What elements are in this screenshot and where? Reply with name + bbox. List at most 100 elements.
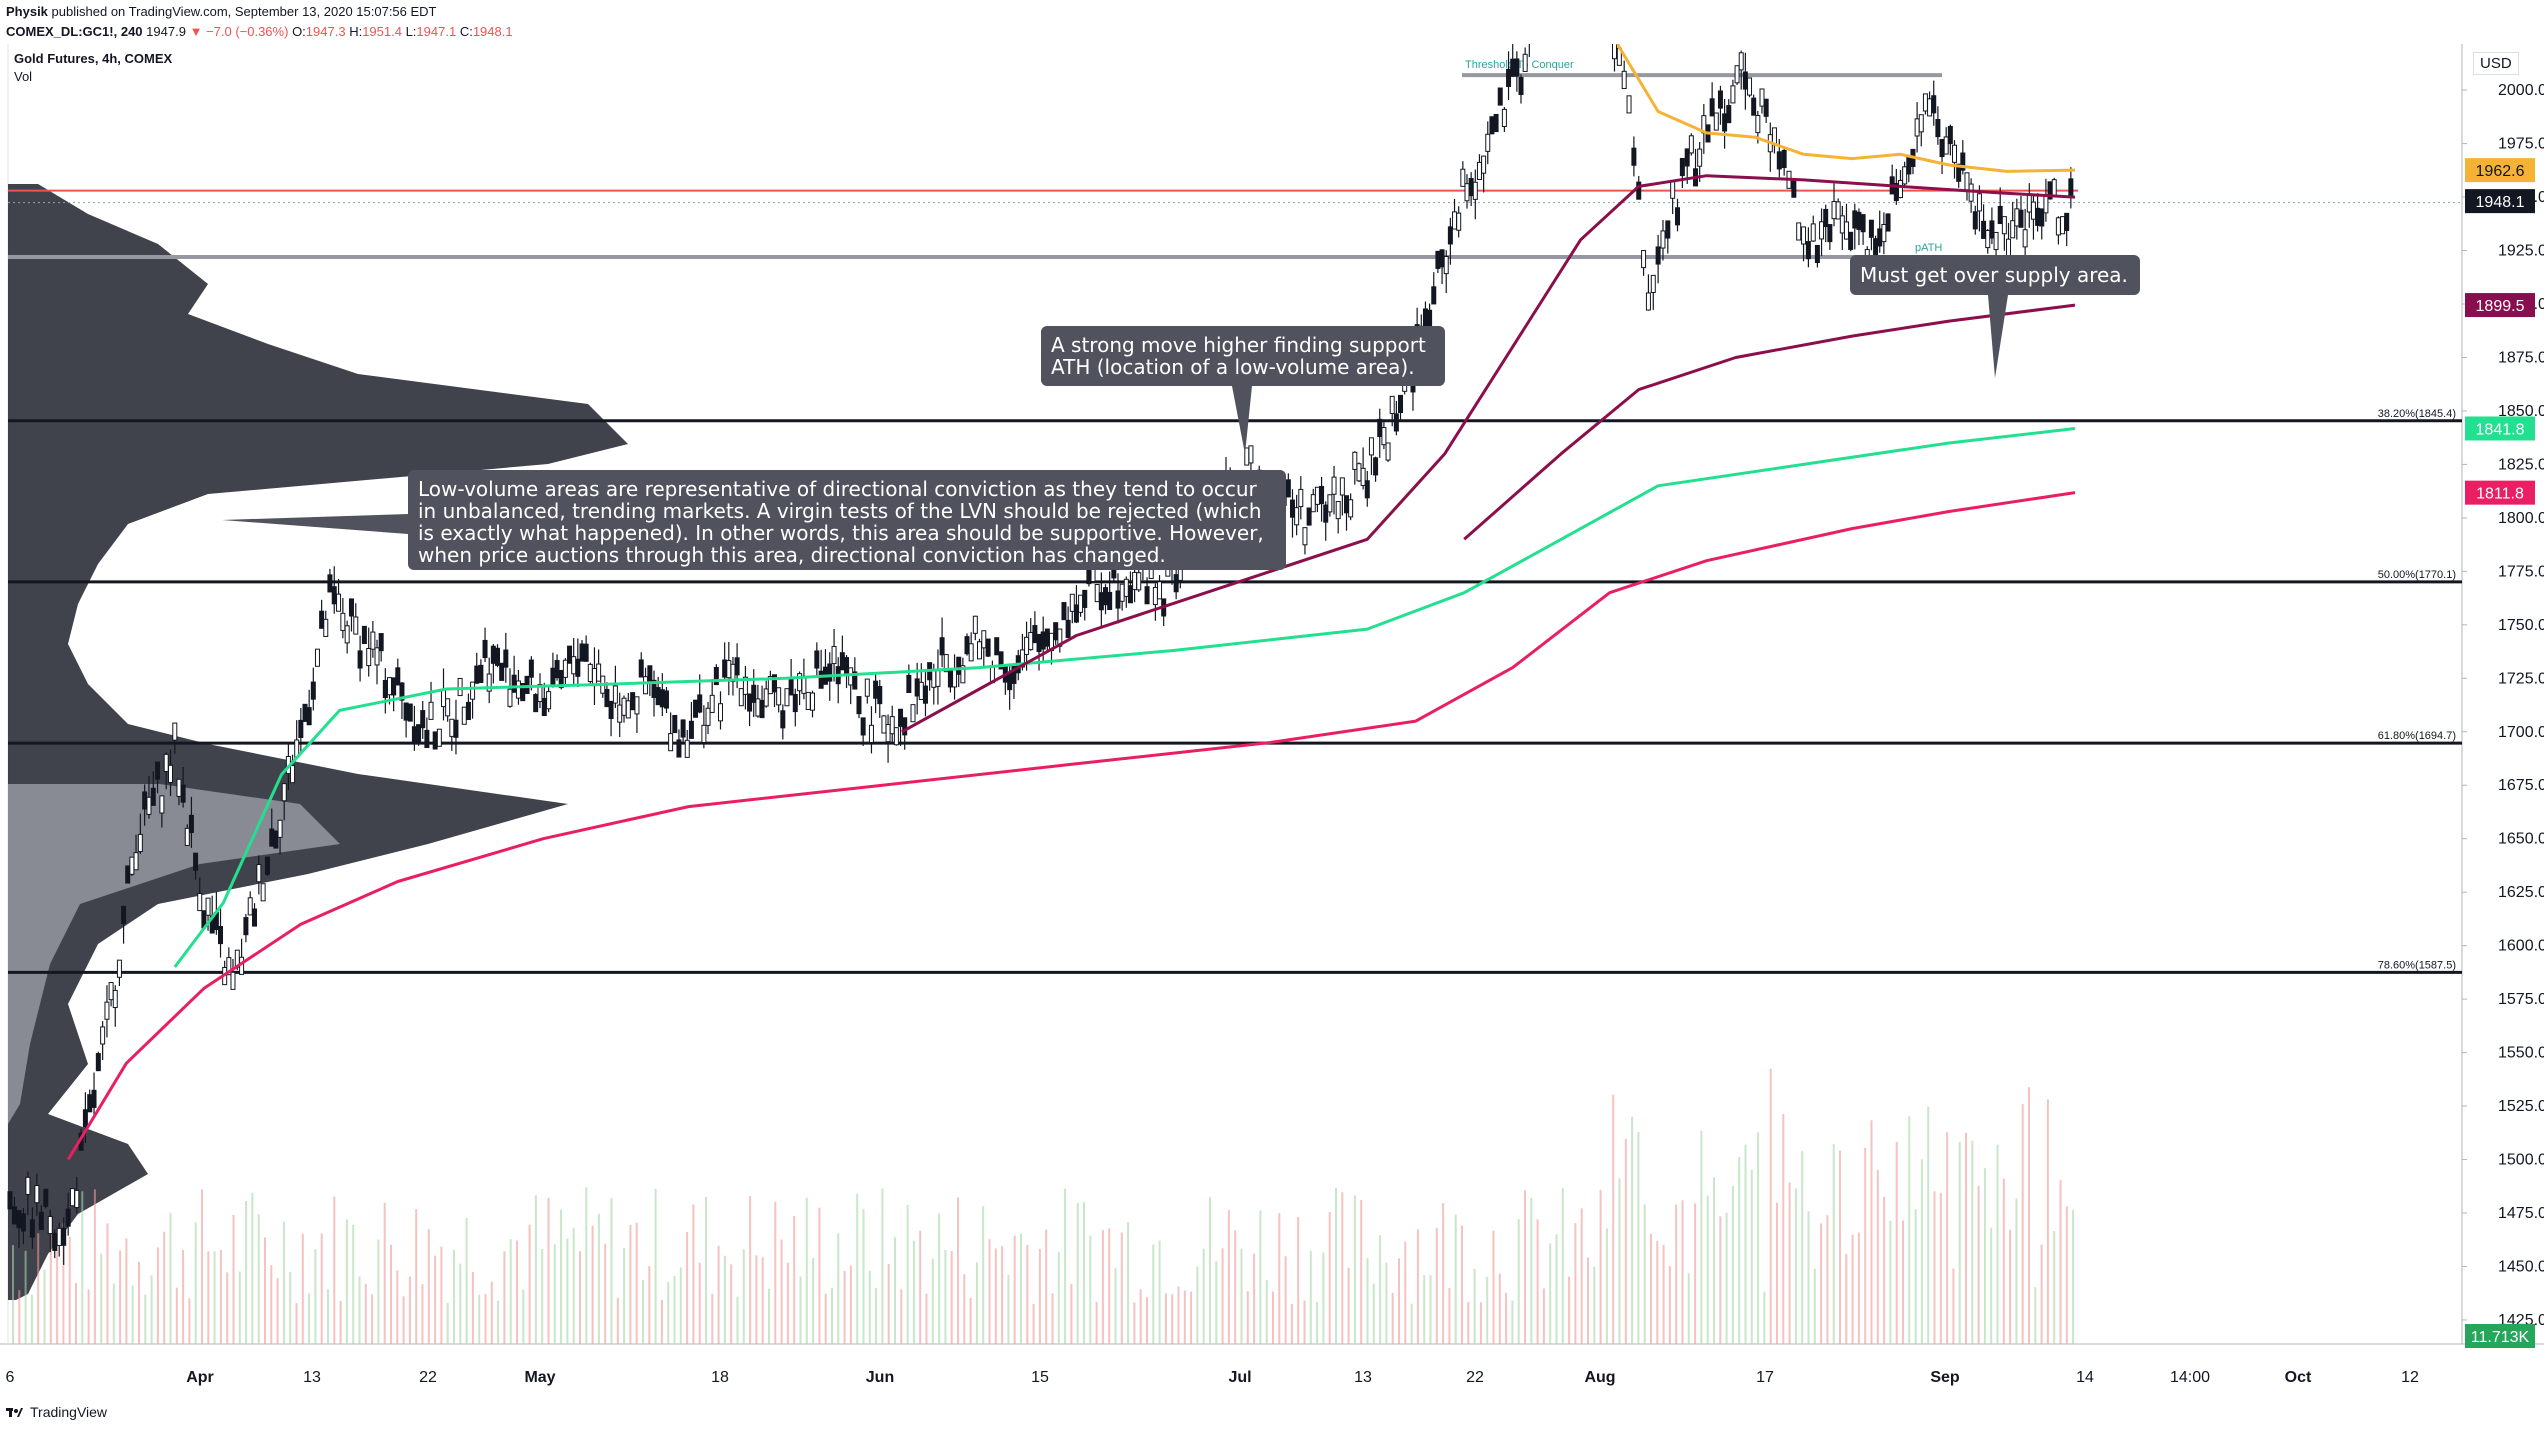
volume-bar (150, 1275, 153, 1344)
x-tick-label: Aug (1584, 1369, 1615, 1386)
candle-body (1747, 77, 1753, 96)
volume-bar (648, 1266, 651, 1344)
volume-bar (434, 1255, 437, 1344)
volume-bar (1977, 1185, 1980, 1344)
volume-bar (1656, 1240, 1659, 1344)
candle-body (1697, 148, 1703, 167)
currency-label[interactable]: USD (2473, 52, 2519, 75)
volume-bar (1605, 1228, 1608, 1344)
candle-body (440, 688, 446, 708)
volume-bar (314, 1249, 317, 1344)
volume-bar (541, 1248, 544, 1344)
candle-body (1684, 148, 1690, 167)
volume-bar (843, 1270, 846, 1344)
candle-body (805, 691, 811, 711)
candle-body (1897, 179, 1903, 199)
candle-body (630, 692, 636, 711)
volume-legend[interactable]: Vol (14, 69, 33, 84)
volume-bar (352, 1224, 355, 1344)
volume-bar (957, 1197, 959, 1344)
volume-bar (219, 1249, 222, 1344)
volume-bar (1095, 1301, 1098, 1344)
volume-bar (623, 1247, 626, 1344)
tradingview-logo[interactable]: TradingView (6, 1404, 107, 1420)
volume-bar (1820, 1223, 1823, 1344)
author-name[interactable]: Physik (6, 4, 48, 19)
candle-body (129, 856, 135, 875)
candle-body (1993, 231, 1999, 251)
volume-bar (213, 1251, 216, 1344)
candle-body (676, 739, 682, 758)
candle-body (125, 865, 131, 884)
volume-bar (1933, 1191, 1936, 1344)
volume-bar (1864, 1147, 1867, 1344)
volume-bar (547, 1197, 550, 1344)
candle-body (688, 720, 694, 739)
candle-body (1464, 183, 1470, 202)
candle-body (490, 645, 496, 664)
candle-body (461, 706, 467, 725)
volume-bar (1643, 1204, 1646, 1344)
volume-bar (119, 1250, 122, 1344)
volume-bar (1530, 1198, 1533, 1344)
volume-bar (1316, 1301, 1319, 1344)
volume-bar (1461, 1225, 1463, 1344)
candle-body (357, 650, 363, 669)
candle-body (659, 689, 665, 708)
candle-body (621, 697, 627, 716)
volume-bar (837, 1233, 840, 1344)
volume-bar (163, 1231, 166, 1344)
candle-body (150, 787, 156, 806)
volume-bar (868, 1270, 871, 1344)
candle-body (2022, 229, 2028, 248)
candle-body (1497, 87, 1503, 106)
volume-bar (182, 1249, 185, 1344)
volume-bar (635, 1222, 638, 1344)
candle-body (336, 593, 342, 612)
volume-bar (459, 1263, 462, 1344)
volume-bar (1272, 1291, 1274, 1344)
candle-body (554, 660, 560, 679)
candle-body (104, 1001, 110, 1020)
volume-bar (862, 1209, 865, 1344)
volume-bar (1322, 1252, 1325, 1344)
volume-bar (169, 1212, 172, 1344)
volume-bar (371, 1294, 374, 1344)
volume-bar (1196, 1266, 1199, 1344)
volume-bar (1429, 1275, 1432, 1344)
volume-bar (1876, 1169, 1879, 1344)
candle-body (116, 959, 122, 978)
close-value: 1948.1 (472, 24, 513, 39)
candle-body (684, 739, 690, 758)
candle-body (952, 669, 958, 688)
candle-body (382, 679, 388, 699)
volume-bar (270, 1265, 273, 1344)
candle-body (1456, 212, 1462, 231)
volume-bar (1561, 1187, 1564, 1344)
volume-bar (616, 1297, 619, 1344)
candle-body (1947, 125, 1953, 145)
volume-bar (1246, 1291, 1249, 1344)
candle-body (1848, 231, 1854, 250)
volume-bar (1479, 1302, 1482, 1344)
candle-body (931, 669, 937, 688)
volume-bar (1757, 1132, 1760, 1344)
candle-body (424, 729, 430, 748)
volume-bar (1612, 1094, 1615, 1344)
ma-red-line (66, 491, 2076, 1161)
candle-body (856, 696, 862, 715)
candle-body (701, 724, 707, 743)
candle-body (1373, 457, 1379, 476)
x-tick-label: 14:00 (2170, 1369, 2210, 1386)
candle-body (810, 692, 816, 711)
volume-bar (585, 1187, 588, 1344)
candle-body (449, 718, 455, 737)
symbol-title[interactable]: Gold Futures, 4h, COMEX (14, 51, 173, 66)
volume-bar (295, 1303, 298, 1344)
x-tick-label: 6 (6, 1369, 15, 1386)
volume-bar (1763, 1291, 1766, 1344)
volume-bar (667, 1281, 670, 1344)
price-chart[interactable]: 2000.01975.01950.01925.01900.01875.01850… (0, 44, 2544, 1394)
candle-body (1339, 477, 1345, 496)
volume-bar (1372, 1283, 1375, 1344)
